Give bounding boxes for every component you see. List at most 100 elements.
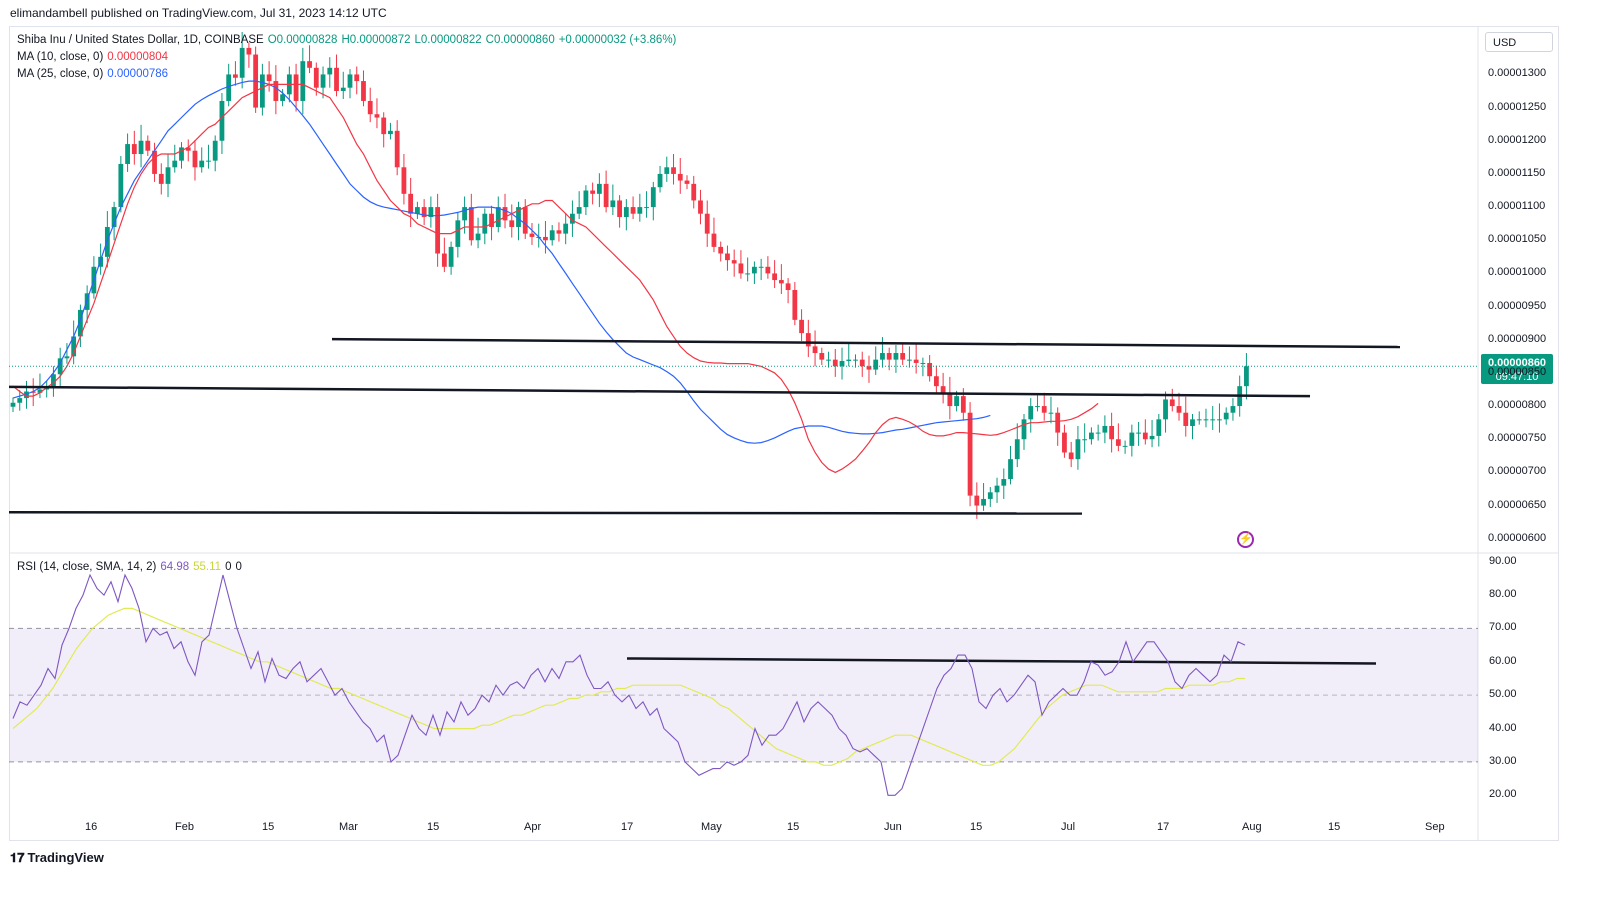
candle-body <box>462 207 467 221</box>
ma10-line <box>12 83 1099 474</box>
candle-body <box>583 190 589 208</box>
candle-body <box>859 359 865 367</box>
time-axis-label: Apr <box>524 821 542 833</box>
candle-body <box>805 333 811 347</box>
price-axis-label: 0.00001250 <box>1488 100 1547 113</box>
candle-body <box>1008 459 1013 480</box>
candle-body <box>10 402 16 407</box>
legend-rsi-value: 64.98 <box>160 561 190 573</box>
candle-body <box>529 233 535 237</box>
candle-body <box>428 207 434 218</box>
price-axis-label: 0.00001100 <box>1488 200 1546 213</box>
candle-body <box>340 87 346 92</box>
candle-body <box>1014 439 1020 460</box>
candle-body <box>361 81 366 101</box>
candle-body <box>1089 432 1094 440</box>
candle-body <box>185 147 191 151</box>
candle-body <box>78 309 83 337</box>
candle-body <box>118 163 124 208</box>
candle-body <box>1055 412 1061 433</box>
candle-body <box>1041 406 1047 413</box>
candle-body <box>549 230 555 241</box>
rsi-axis-label: 90.00 <box>1489 554 1517 567</box>
lightning-icon[interactable]: ⚡ <box>1237 531 1254 548</box>
candle-body <box>866 366 872 370</box>
candle-body <box>1149 435 1155 440</box>
candle-body <box>927 362 933 377</box>
candle-body <box>24 391 29 399</box>
candle-body <box>165 167 171 184</box>
currency-button[interactable]: USD <box>1485 32 1553 52</box>
candle-body <box>468 207 474 241</box>
candle-body <box>671 167 676 174</box>
candle-body <box>320 74 326 88</box>
candle-body <box>381 117 387 135</box>
candle-body <box>448 246 454 267</box>
candle-body <box>1068 452 1074 460</box>
candle-body <box>1156 419 1162 436</box>
candle-body <box>731 260 737 264</box>
candle-body <box>172 160 178 168</box>
time-axis-label: 17 <box>1157 821 1170 833</box>
candle-body <box>933 376 939 387</box>
candle-body <box>1183 412 1189 426</box>
candle-body <box>880 353 885 360</box>
price-axis-label: 0.00000700 <box>1488 465 1547 478</box>
rsi-axis-label: 40.00 <box>1489 721 1517 734</box>
candle-body <box>1203 419 1209 421</box>
tradingview-logo-icon: 𝟏𝟕 <box>10 850 25 865</box>
price-axis-label: 0.00000950 <box>1488 299 1547 312</box>
candle-body <box>111 207 117 227</box>
candle-body <box>630 207 636 214</box>
legend-open: O0.00000828 <box>267 34 338 46</box>
candle-body <box>1115 439 1121 446</box>
time-axis-label: 15 <box>427 821 440 833</box>
candle-body <box>226 74 232 101</box>
candle-body <box>233 74 238 78</box>
candle-body <box>570 213 575 224</box>
candle-body <box>994 485 1000 493</box>
candle-body <box>273 81 279 101</box>
candle-body <box>300 61 306 101</box>
candle-body <box>657 173 663 188</box>
candle-body <box>873 359 879 370</box>
candle-body <box>71 336 77 357</box>
time-axis-label: 15 <box>1328 821 1341 833</box>
candle-body <box>1048 412 1054 414</box>
candle-body <box>603 183 609 208</box>
candle-body <box>691 183 697 201</box>
candle-body <box>1095 432 1101 434</box>
candle-body <box>778 280 784 284</box>
candle-body <box>907 359 912 361</box>
candle-body <box>799 319 804 334</box>
candle-body <box>704 213 710 234</box>
candle-body <box>455 220 461 247</box>
candle-body <box>596 183 602 194</box>
last-price-tag: 0.00000860 09:47:10 <box>1481 354 1553 384</box>
candle-body <box>1142 432 1148 440</box>
candle-body <box>374 114 380 118</box>
candle-body <box>489 213 494 227</box>
time-axis-label: May <box>701 821 722 833</box>
candle-body <box>367 100 373 115</box>
candle-body <box>832 359 838 367</box>
candle-body <box>293 74 299 101</box>
price-axis-label: 0.00001000 <box>1488 266 1547 279</box>
candle-body <box>1190 419 1195 426</box>
legend-symbol: Shiba Inu / United States Dollar, 1D, CO… <box>17 34 264 46</box>
candle-body <box>509 220 515 227</box>
candle-body <box>1244 366 1249 387</box>
legend-ma25-row: MA (25, close, 0) 0.00000786 <box>17 68 172 80</box>
trendline <box>8 510 1083 515</box>
candle-body <box>64 356 70 359</box>
candle-body <box>1109 425 1115 440</box>
candle-body <box>495 207 501 227</box>
trendline <box>331 337 1401 349</box>
candle-body <box>1001 479 1007 486</box>
candle-body <box>516 207 521 227</box>
price-axis-label: 0.00001200 <box>1488 133 1547 146</box>
rsi-trendline <box>626 657 1377 665</box>
candle-body <box>900 353 906 360</box>
tradingview-footer[interactable]: 𝟏𝟕 TradingView <box>10 850 104 866</box>
